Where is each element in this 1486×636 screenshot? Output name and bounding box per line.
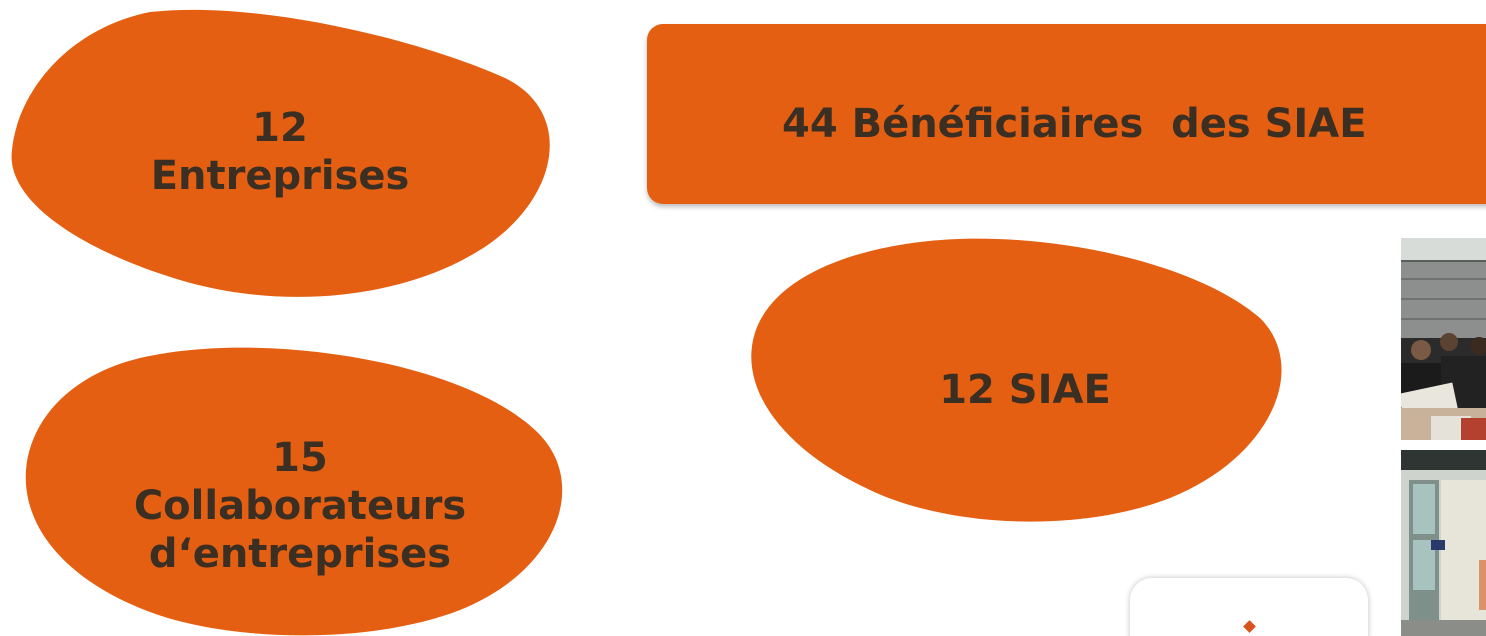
beneficiaires-stat: 44 Bénéficiaires des SIAE	[782, 101, 1367, 147]
beneficiaires-banner	[647, 24, 1486, 204]
building-photo	[1401, 450, 1486, 636]
entreprises-number: 12	[252, 105, 308, 151]
collaborateurs-label-line1: Collaborateurs	[133, 483, 467, 529]
entreprises-label: Entreprises	[150, 153, 410, 199]
siae-blob	[751, 238, 1282, 522]
collaborateurs-number: 15	[272, 435, 328, 481]
collaborateurs-stat: 15 Collaborateurs d‘entreprises	[110, 420, 490, 592]
collaborateurs-label-line2: d‘entreprises	[148, 531, 452, 577]
participants-photo	[1401, 238, 1486, 440]
entreprises-blob	[11, 9, 550, 297]
siae-text: 12 SIAE	[939, 367, 1111, 413]
siae-stat: 12 SIAE	[880, 360, 1170, 420]
collaborateurs-blob	[25, 347, 563, 636]
entreprises-stat: 12 Entreprises	[130, 92, 430, 212]
